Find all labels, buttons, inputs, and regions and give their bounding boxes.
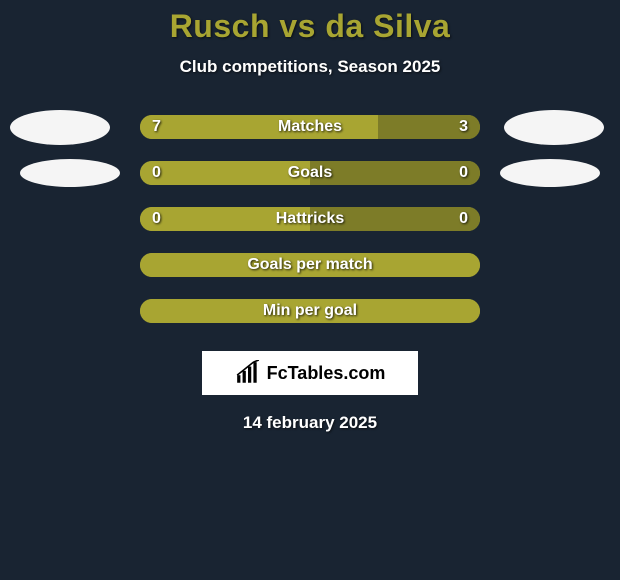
player-left-avatar (10, 110, 110, 145)
bar-chart-icon (235, 360, 261, 386)
stat-fill-left (140, 299, 480, 323)
stat-value-right: 3 (459, 115, 468, 139)
stat-bar-goals-per-match: Goals per match (140, 253, 480, 277)
comparison-infographic: Rusch vs da Silva Club competitions, Sea… (0, 0, 620, 433)
stat-row-hattricks: 0 Hattricks 0 (0, 207, 620, 231)
stat-fill-right (310, 207, 480, 231)
stat-value-right: 0 (459, 161, 468, 185)
player-right-avatar (504, 110, 604, 145)
stat-fill-left (140, 253, 480, 277)
stat-fill-left (140, 115, 378, 139)
player-right-avatar-secondary (500, 159, 600, 187)
stat-bar-matches: 7 Matches 3 (140, 115, 480, 139)
stat-value-left: 0 (152, 207, 161, 231)
player-left-avatar-secondary (20, 159, 120, 187)
page-subtitle: Club competitions, Season 2025 (180, 57, 441, 77)
stat-bar-min-per-goal: Min per goal (140, 299, 480, 323)
stat-value-left: 7 (152, 115, 161, 139)
date-label: 14 february 2025 (243, 413, 377, 433)
stat-bar-goals: 0 Goals 0 (140, 161, 480, 185)
stat-row-goals-per-match: Goals per match (0, 253, 620, 277)
stat-fill-left (140, 161, 310, 185)
stat-row-goals: 0 Goals 0 (0, 161, 620, 185)
stat-row-min-per-goal: Min per goal (0, 299, 620, 323)
stat-row-matches: 7 Matches 3 (0, 115, 620, 139)
brand-logo-box: FcTables.com (202, 351, 418, 395)
stat-value-left: 0 (152, 161, 161, 185)
stat-bar-hattricks: 0 Hattricks 0 (140, 207, 480, 231)
page-title: Rusch vs da Silva (170, 8, 451, 45)
stat-value-right: 0 (459, 207, 468, 231)
stat-fill-left (140, 207, 310, 231)
brand-name: FcTables.com (267, 363, 386, 384)
stat-fill-right (310, 161, 480, 185)
